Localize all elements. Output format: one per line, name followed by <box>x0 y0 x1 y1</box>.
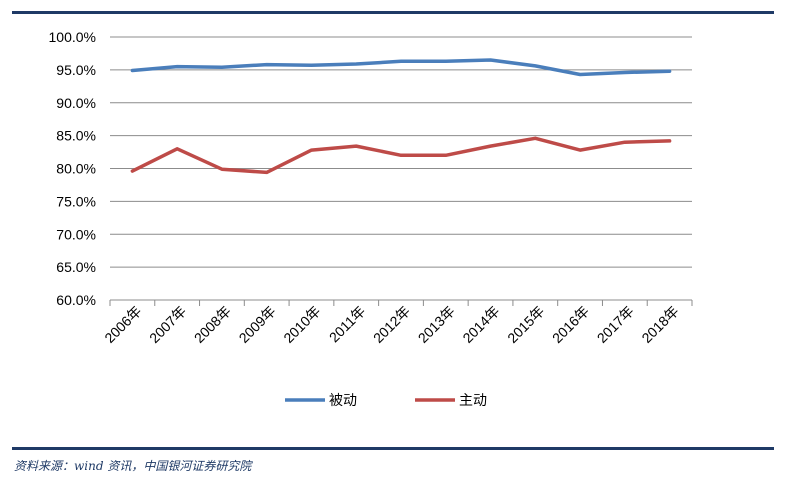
legend-label: 主动 <box>459 393 487 409</box>
bottom-rule <box>12 447 774 450</box>
x-tick-label: 2015年 <box>504 303 547 346</box>
source-note: 资料来源：wind 资讯，中国银河证券研究院 <box>14 459 252 473</box>
y-tick-label: 65.0% <box>56 259 96 275</box>
x-tick-label: 2014年 <box>459 303 502 346</box>
x-tick-label: 2010年 <box>280 303 323 346</box>
series-line <box>130 136 672 175</box>
y-tick-label: 60.0% <box>56 292 96 308</box>
gridlines <box>110 36 692 301</box>
y-axis-ticks: 60.0% 65.0% 70.0% 75.0% 80.0% 85.0% 90.0% 95.0%… <box>49 29 96 308</box>
series-line <box>130 58 672 77</box>
x-tick-label: 2009年 <box>236 303 279 346</box>
y-tick-label: 95.0% <box>56 62 96 78</box>
series-lines <box>130 58 672 175</box>
legend-label: 被动 <box>329 393 357 409</box>
y-tick-label: 70.0% <box>56 226 96 242</box>
y-tick-label: 100.0% <box>49 29 96 45</box>
y-tick-label: 75.0% <box>56 193 96 209</box>
x-tick-label: 2016年 <box>549 303 592 346</box>
x-tick-label: 2018年 <box>638 303 681 346</box>
x-axis: 2006年 2007年 2008年 2009年 2010年 2011年 2012年 2013年… <box>101 299 693 346</box>
top-rule <box>12 11 774 14</box>
x-tick-label: 2006年 <box>101 303 144 346</box>
x-tick-label: 2007年 <box>146 303 189 346</box>
x-tick-label: 2008年 <box>191 303 234 346</box>
x-tick-label: 2013年 <box>415 303 458 346</box>
y-tick-label: 90.0% <box>56 95 96 111</box>
x-tick-label: 2011年 <box>326 303 369 346</box>
legend: 被动 主动 <box>285 393 487 409</box>
y-tick-label: 80.0% <box>56 161 96 177</box>
x-tick-label: 2012年 <box>370 303 413 346</box>
x-tick-label: 2017年 <box>594 303 637 346</box>
y-tick-label: 85.0% <box>56 128 96 144</box>
